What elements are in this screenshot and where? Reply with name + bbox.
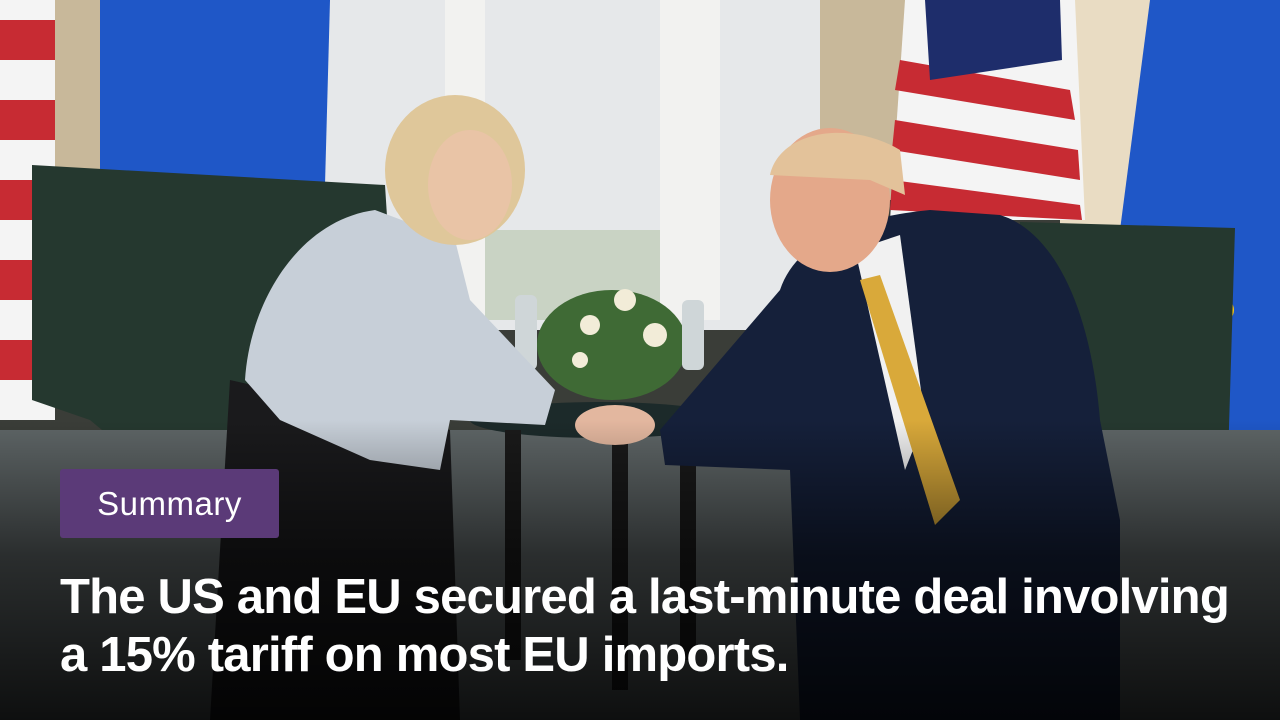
summary-badge-label: Summary: [97, 484, 242, 522]
eu-flag-left: [100, 0, 330, 185]
summary-badge: Summary: [60, 469, 279, 538]
flower-arrangement: [537, 290, 687, 400]
headline: The US and EU secured a last-minute deal…: [60, 570, 1230, 682]
us-flag-right: [890, 0, 1085, 220]
